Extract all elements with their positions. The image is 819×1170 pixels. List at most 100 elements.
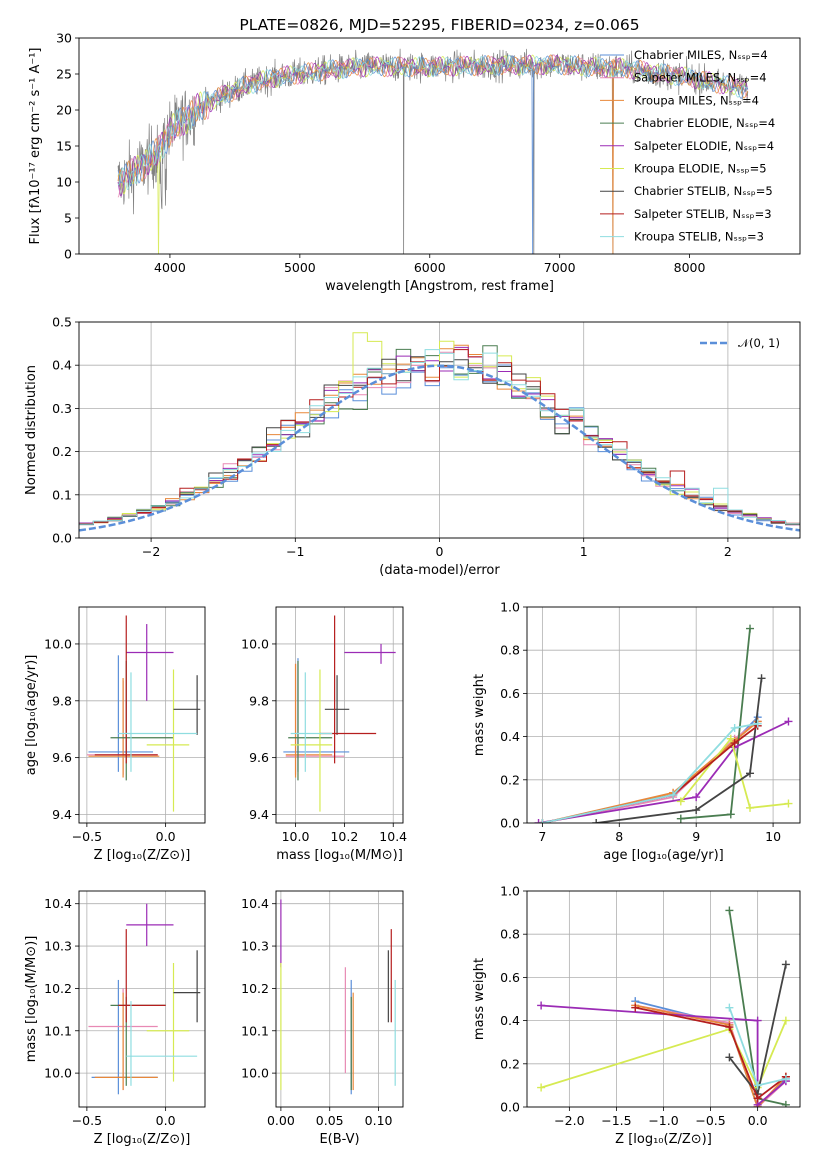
y-axis-label: mass [log₁₀(M/M⊙)]: [24, 936, 39, 1063]
data-point-marker: [746, 769, 755, 778]
y-tick-label: 9.6: [249, 750, 269, 765]
model-spectrum-kroupa_stelib: [117, 54, 749, 190]
plot-frame: [526, 890, 801, 1108]
y-tick-label: 0.2: [500, 772, 520, 787]
x-axis-label: age [log₁₀(age/yr)]: [603, 848, 724, 863]
model-spectrum-kroupa_miles: [117, 54, 749, 254]
y-axis-label: Normed distribution: [24, 365, 39, 495]
data-point-marker: [746, 803, 755, 812]
x-tick-label: 9: [692, 829, 700, 844]
x-tick-label: 6000: [414, 260, 446, 275]
data-point-marker: [725, 1023, 734, 1032]
y-tick-label: 10.2: [44, 981, 72, 996]
data-point-marker: [534, 819, 543, 823]
data-point-marker: [784, 799, 793, 808]
legend-label: Kroupa STELIB, Nₛₛₚ=3: [634, 230, 764, 244]
errorbar-kroupa_miles: [88, 678, 160, 778]
y-tick-label: 10.3: [241, 939, 269, 954]
errorbar-kroupa_elodie: [146, 669, 190, 812]
plot-area: [88, 903, 201, 1095]
errorbar-salpeter_stelib: [118, 929, 166, 1023]
data-point-marker: [725, 1053, 734, 1062]
legend-label: Kroupa ELODIE, Nₛₛₚ=5: [634, 162, 767, 176]
data-point-marker: [781, 1100, 790, 1107]
panel-residuals: −2 −1 0 1 2 0.0 0.1 0.2 0.3 0.4 0.5 (data-model)/er…: [24, 315, 801, 578]
data-point-marker: [537, 1001, 546, 1010]
y-tick-label: 10.0: [241, 636, 269, 651]
y-tick-label: 5: [64, 211, 72, 226]
plot-area: [280, 899, 396, 1095]
errorbar-chabrier_stelib: [173, 675, 201, 735]
y-tick-label: 20: [56, 103, 72, 118]
y-tick-label: 0.0: [52, 531, 72, 546]
legend-label: Chabrier MILES, Nₛₛₚ=4: [634, 48, 768, 62]
errorbar-kroupa_stelib: [290, 672, 333, 772]
plot-area: [283, 615, 396, 812]
legend: 𝒩(0, 1): [700, 336, 780, 350]
y-tick-label: 10: [56, 175, 72, 190]
legend-label: Salpeter STELIB, Nₛₛₚ=3: [634, 207, 772, 221]
y-tick-label: 0.0: [500, 816, 520, 831]
errorbar-kroupa_stelib: [118, 672, 198, 772]
y-axis-label: mass weight: [472, 674, 487, 756]
data-point-marker: [676, 797, 685, 806]
x-axis-label: (data-model)/error: [379, 563, 500, 578]
data-point-marker: [692, 806, 701, 815]
x-axis-label: mass [log₁₀(M/M⊙)]: [276, 848, 403, 863]
data-point-marker: [746, 624, 755, 633]
panel-mass_vs_Z: −0.5 0.0 10.0 10.1 10.2 10.3 10.4 Z [log₁₀(Z/Z⊙…: [24, 890, 206, 1147]
x-tick-label: 8: [615, 829, 623, 844]
data-point-marker: [753, 719, 762, 728]
data-point-marker: [730, 739, 739, 748]
plot-area: [117, 48, 749, 254]
x-tick-label: 0.00: [267, 1113, 295, 1128]
x-axis-label: E(B-V): [319, 1132, 359, 1147]
series-line: [542, 720, 759, 823]
plot-area: [537, 906, 790, 1107]
y-axis-label: Flux [fλ10⁻¹⁷ erg cm⁻² s⁻¹ A⁻¹]: [28, 48, 43, 245]
plot-frame: [526, 606, 801, 824]
series-salpeter_elodie: [534, 717, 793, 823]
y-tick-label: 0.4: [500, 729, 520, 744]
legend-label: Chabrier ELODIE, Nₛₛₚ=4: [634, 116, 775, 130]
series-chabrier_elodie: [676, 624, 755, 823]
y-tick-label: 10.4: [241, 896, 269, 911]
legend-label: Salpeter MILES, Nₛₛₚ=4: [634, 71, 767, 85]
data-point-marker: [725, 906, 734, 915]
series-line: [542, 722, 758, 823]
x-tick-label: −2: [142, 544, 160, 559]
x-tick-label: −1: [286, 544, 304, 559]
x-axis-label: Z [log₁₀(Z/Z⊙)]: [94, 1132, 191, 1147]
series-line: [540, 1020, 787, 1090]
data-point-marker: [631, 1003, 640, 1012]
x-axis-label: Z [log₁₀(Z/Z⊙)]: [94, 848, 191, 863]
panel-mass_vs_ebv: 0.00 0.05 0.10 10.0 10.1 10.2 10.3 10.4 E(B-V): [241, 890, 404, 1147]
y-tick-label: 0.3: [52, 401, 72, 416]
y-tick-label: 9.8: [52, 693, 72, 708]
data-point-marker: [784, 717, 793, 726]
y-tick-label: 10.2: [241, 981, 269, 996]
legend-label: 𝒩(0, 1): [738, 336, 780, 350]
y-tick-label: 10.1: [241, 1023, 269, 1038]
y-tick-label: 10.4: [44, 896, 72, 911]
x-tick-label: 10.0: [282, 829, 310, 844]
x-tick-label: 10.4: [379, 829, 407, 844]
errorbar-kroupa_elodie: [290, 669, 333, 812]
x-axis-label: Z [log₁₀(Z/Z⊙)]: [615, 1132, 712, 1147]
errorbar-chabrier_stelib: [324, 675, 350, 735]
y-tick-label: 1.0: [500, 884, 520, 899]
x-tick-label: −0.5: [695, 1113, 725, 1128]
plot-area: [79, 332, 800, 532]
y-tick-label: 15: [56, 139, 72, 154]
legend-label: Chabrier STELIB, Nₛₛₚ=5: [634, 184, 773, 198]
x-axis-label: wavelength [Angstrom, rest frame]: [325, 279, 554, 294]
plot-frame: [275, 890, 404, 1108]
errorbar-kroupa_miles: [285, 663, 333, 778]
data-point-marker: [781, 960, 790, 969]
y-tick-label: 9.4: [52, 807, 72, 822]
y-tick-label: 9.8: [249, 693, 269, 708]
data-point-marker: [781, 1016, 790, 1025]
series-salpeter_stelib: [631, 1003, 790, 1103]
y-tick-label: 0.2: [500, 1056, 520, 1071]
errorbar-chabrier_miles: [88, 655, 154, 772]
